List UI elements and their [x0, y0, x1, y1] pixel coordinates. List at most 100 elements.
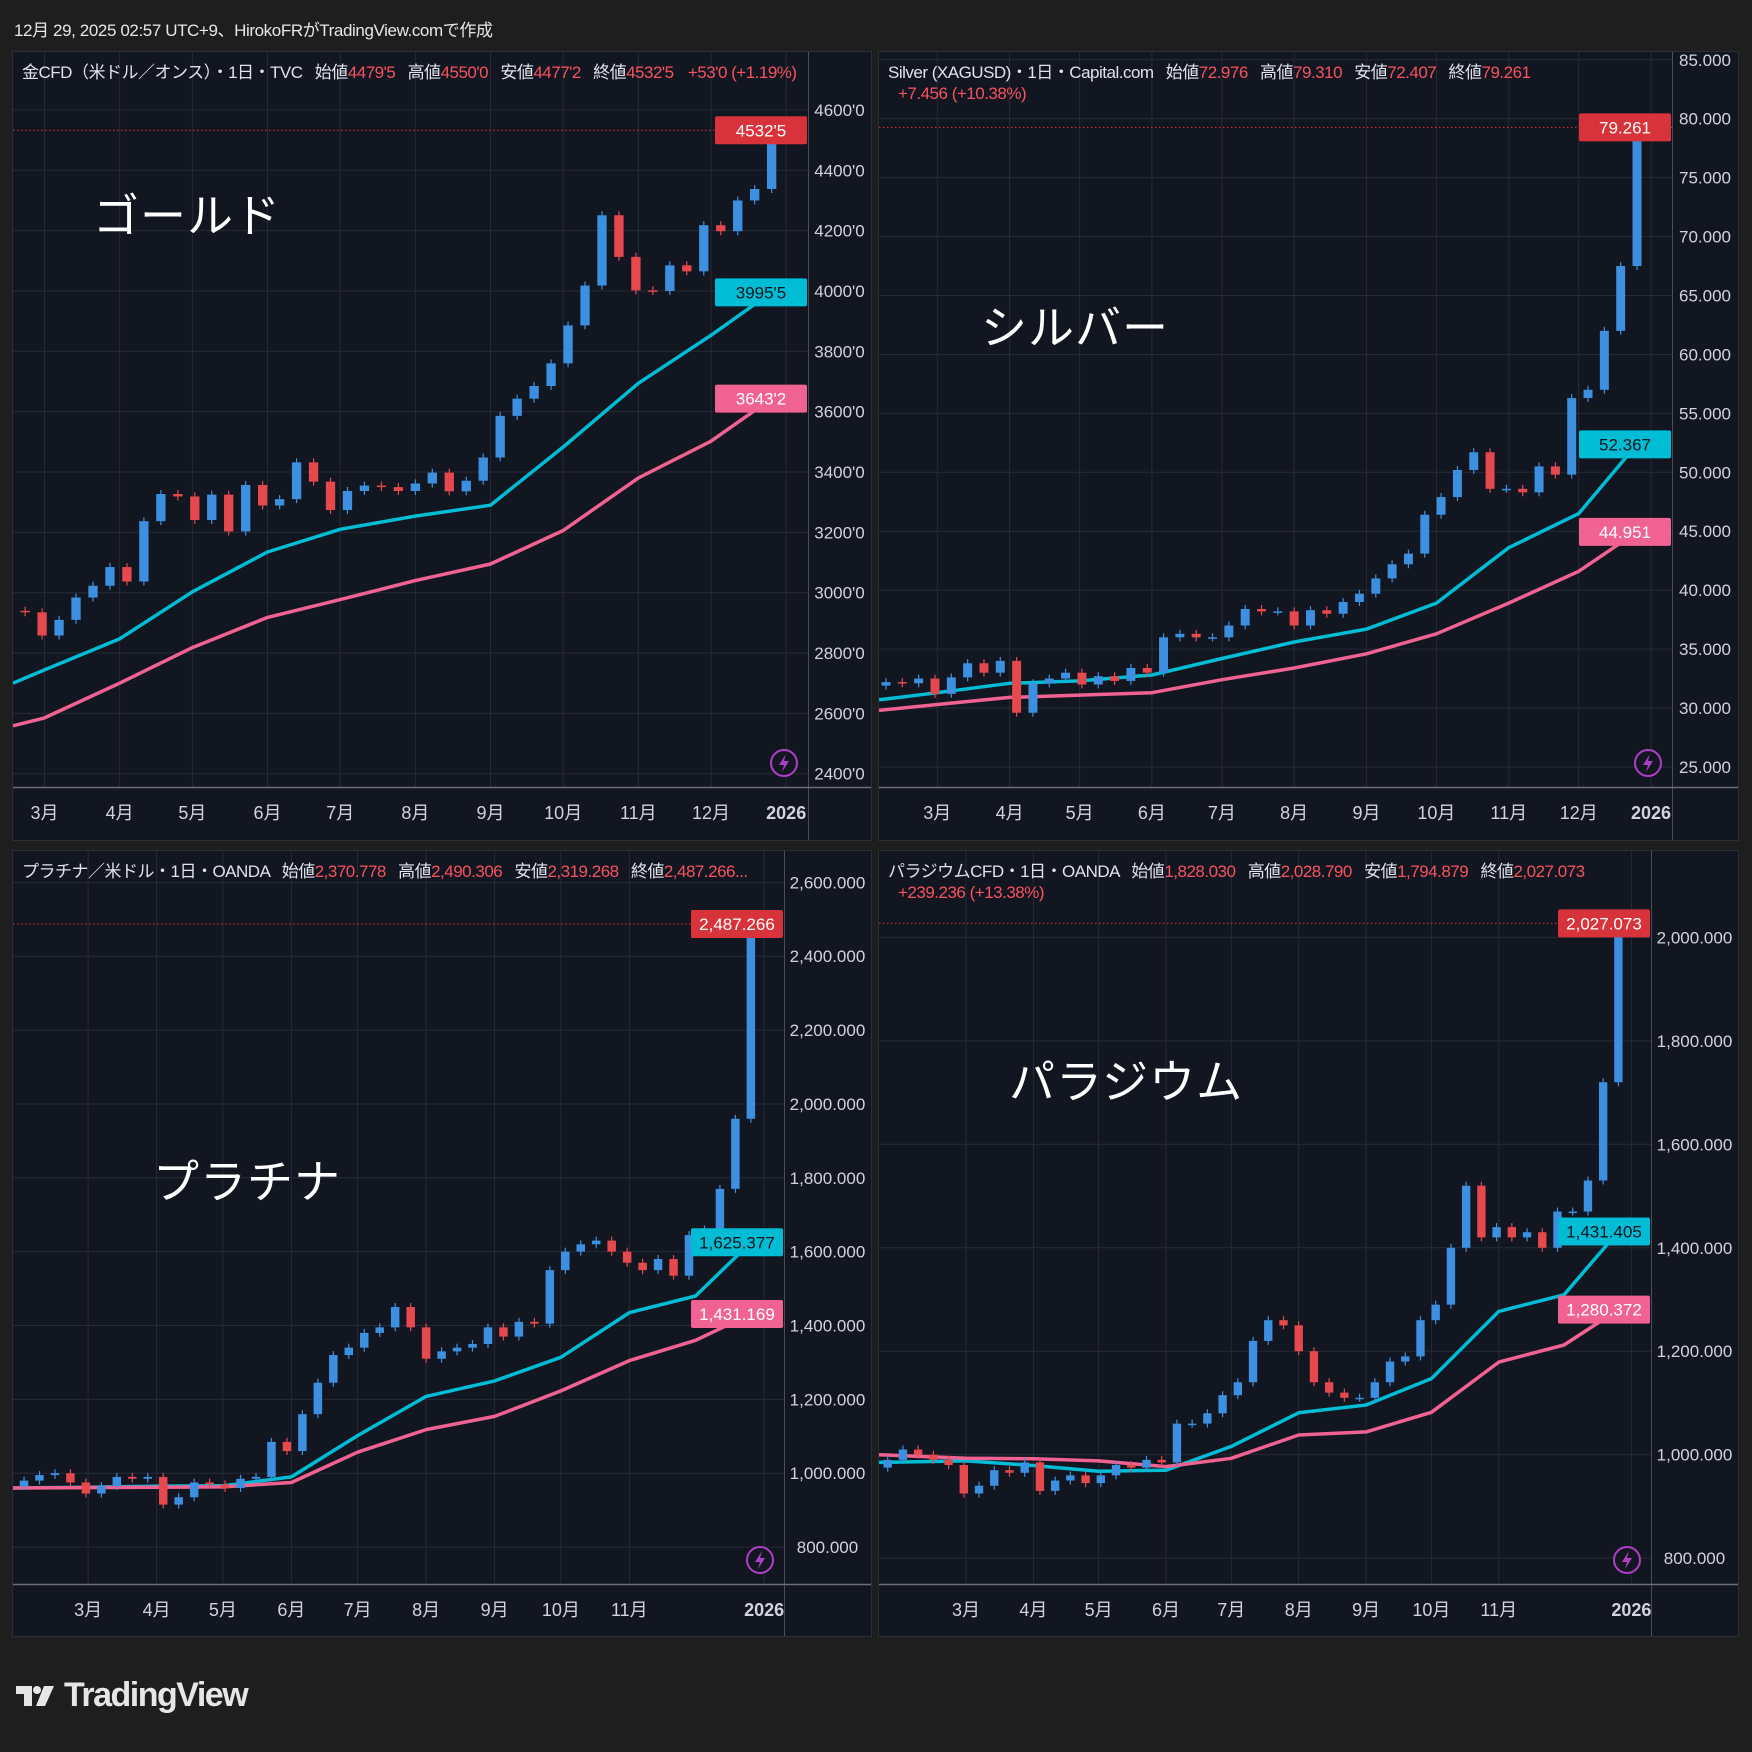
- candle-down[interactable]: [979, 663, 989, 673]
- chart-canvas[interactable]: 800.000 1,000.000 1,200.000 1,400.000 1,600.…: [13, 851, 871, 1636]
- candle-up[interactable]: [1050, 1480, 1060, 1491]
- candle-down[interactable]: [930, 678, 940, 694]
- candle-down[interactable]: [1294, 1325, 1303, 1352]
- candle-up[interactable]: [139, 521, 149, 582]
- candle-down[interactable]: [1322, 610, 1332, 614]
- candle-up[interactable]: [298, 1414, 307, 1452]
- candle-up[interactable]: [731, 1118, 740, 1189]
- candle-up[interactable]: [1403, 553, 1413, 565]
- candle-down[interactable]: [648, 290, 658, 292]
- candle-up[interactable]: [1208, 637, 1218, 639]
- candle-up[interactable]: [50, 1473, 60, 1476]
- candle-up[interactable]: [1583, 389, 1593, 399]
- candle-up[interactable]: [390, 1307, 400, 1328]
- candle-up[interactable]: [699, 225, 709, 272]
- candle-up[interactable]: [898, 1449, 908, 1460]
- candle-down[interactable]: [224, 494, 234, 532]
- candle-up[interactable]: [1203, 1413, 1212, 1424]
- candle-up[interactable]: [1522, 1232, 1532, 1238]
- chart-panel-platinum[interactable]: 800.000 1,000.000 1,200.000 1,400.000 1,600.…: [12, 850, 872, 1637]
- candle-up[interactable]: [514, 1321, 524, 1337]
- candle-up[interactable]: [468, 1343, 477, 1348]
- candle-up[interactable]: [1616, 266, 1626, 331]
- candle-up[interactable]: [597, 215, 607, 286]
- chart-panel-palladium[interactable]: 800.000 1,000.000 1,200.000 1,400.000 1,600.…: [878, 850, 1739, 1637]
- candle-up[interactable]: [267, 1441, 276, 1477]
- candle-up[interactable]: [750, 188, 760, 201]
- candle-up[interactable]: [1044, 678, 1054, 684]
- candle-down[interactable]: [944, 1459, 953, 1466]
- candle-up[interactable]: [1469, 452, 1479, 470]
- candle-down[interactable]: [1550, 466, 1560, 475]
- candle-up[interactable]: [1371, 578, 1381, 594]
- candle-up[interactable]: [1452, 469, 1462, 498]
- candle-up[interactable]: [437, 1351, 446, 1359]
- candle-down[interactable]: [37, 612, 47, 636]
- candle-up[interactable]: [1599, 330, 1609, 390]
- candle-up[interactable]: [427, 472, 437, 484]
- candle-up[interactable]: [1233, 1382, 1243, 1396]
- candle-up[interactable]: [1066, 1475, 1075, 1481]
- candle-up[interactable]: [546, 363, 556, 387]
- candle-up[interactable]: [329, 1355, 338, 1383]
- candle-down[interactable]: [1257, 609, 1266, 612]
- chart-canvas[interactable]: 2400'0 2600'0 2800'0 3000'0 3200'0 3400'0 3600…: [13, 52, 871, 840]
- candle-down[interactable]: [1309, 1351, 1319, 1383]
- candle-up[interactable]: [591, 1240, 601, 1245]
- candle-down[interactable]: [190, 496, 200, 520]
- candle-up[interactable]: [189, 1482, 199, 1498]
- symbol-title[interactable]: 金CFD（米ドル／オンス）・1日・TVC: [22, 63, 303, 82]
- candle-up[interactable]: [1093, 676, 1103, 685]
- candle-up[interactable]: [112, 1476, 122, 1487]
- candle-down[interactable]: [1142, 667, 1152, 673]
- candle-up[interactable]: [1305, 610, 1315, 626]
- candle-up[interactable]: [746, 924, 756, 1119]
- lightning-icon[interactable]: [746, 1546, 774, 1574]
- candle-down[interactable]: [682, 265, 692, 272]
- candle-down[interactable]: [421, 1327, 431, 1359]
- candle-down[interactable]: [282, 1441, 292, 1452]
- candle-up[interactable]: [461, 480, 471, 492]
- candle-up[interactable]: [1446, 1247, 1456, 1305]
- candle-up[interactable]: [914, 678, 924, 684]
- candle-up[interactable]: [344, 1347, 354, 1356]
- candle-up[interactable]: [1501, 488, 1511, 491]
- candle-up[interactable]: [1598, 1082, 1608, 1181]
- candle-up[interactable]: [236, 1478, 245, 1488]
- candle-down[interactable]: [1324, 1382, 1334, 1393]
- candle-down[interactable]: [205, 1482, 214, 1485]
- candle-up[interactable]: [1387, 564, 1397, 579]
- candle-up[interactable]: [684, 1235, 694, 1276]
- candle-up[interactable]: [1159, 637, 1169, 673]
- candle-up[interactable]: [733, 200, 743, 232]
- candle-up[interactable]: [963, 663, 973, 678]
- candle-up[interactable]: [1028, 683, 1038, 713]
- candle-up[interactable]: [313, 1382, 323, 1415]
- candle-down[interactable]: [1081, 1475, 1090, 1484]
- candle-up[interactable]: [1224, 625, 1234, 638]
- candle-down[interactable]: [325, 481, 336, 511]
- candle-up[interactable]: [291, 462, 302, 500]
- candle-down[interactable]: [530, 1321, 539, 1324]
- candle-down[interactable]: [444, 472, 454, 492]
- candle-down[interactable]: [1077, 672, 1087, 685]
- candle-up[interactable]: [1385, 1361, 1395, 1383]
- candle-down[interactable]: [257, 484, 268, 506]
- candle-up[interactable]: [1436, 497, 1446, 515]
- candle-down[interactable]: [1507, 1227, 1517, 1238]
- candle-down[interactable]: [1012, 660, 1022, 713]
- candle-up[interactable]: [1264, 1320, 1273, 1341]
- candle-down[interactable]: [406, 1307, 415, 1328]
- candle-up[interactable]: [1492, 1227, 1501, 1238]
- candle-up[interactable]: [1175, 633, 1185, 638]
- symbol-title[interactable]: Silver (XAGUSD)・1日・Capital.com: [888, 63, 1154, 82]
- candle-down[interactable]: [638, 1262, 647, 1271]
- candle-down[interactable]: [897, 682, 907, 684]
- candle-up[interactable]: [1567, 398, 1577, 475]
- candle-up[interactable]: [1534, 466, 1544, 493]
- candle-up[interactable]: [495, 415, 505, 458]
- candle-down[interactable]: [173, 494, 183, 497]
- chart-panel-silver[interactable]: 25.000 30.000 35.000 40.000 45.000 50.000 55.0…: [878, 51, 1739, 841]
- candle-up[interactable]: [156, 494, 166, 522]
- candle-down[interactable]: [20, 610, 30, 613]
